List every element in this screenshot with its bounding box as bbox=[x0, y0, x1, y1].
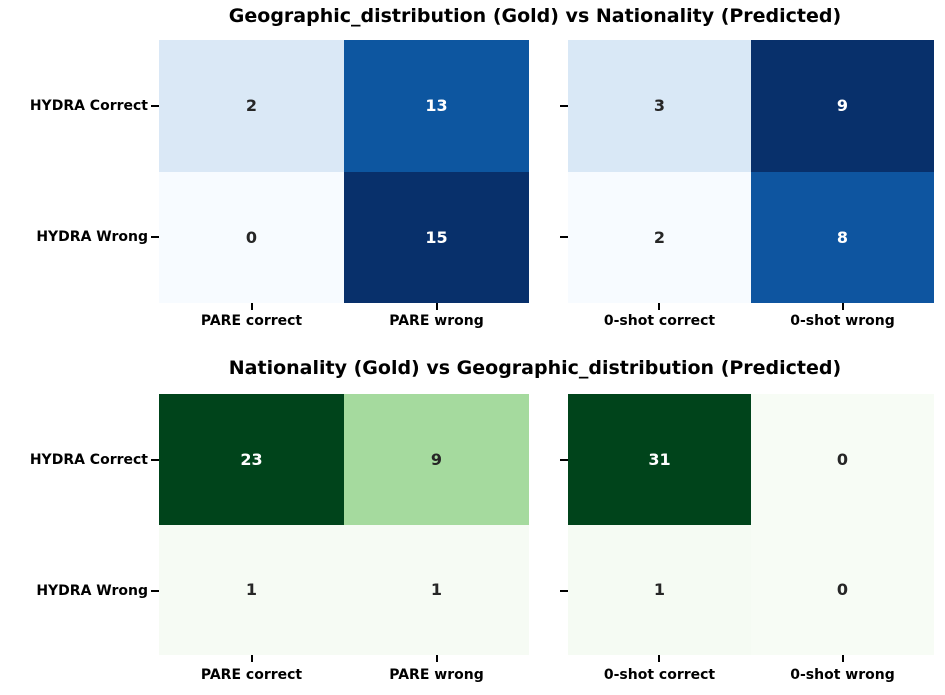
x-tick-label: PARE wrong bbox=[389, 667, 484, 683]
x-tick-label: 0-shot correct bbox=[603, 667, 716, 683]
y-tick-label: HYDRA Wrong bbox=[36, 229, 148, 245]
heatmap-cell: 9 bbox=[344, 394, 529, 525]
heatmap-cell: 2 bbox=[159, 40, 344, 172]
x-axis-tick bbox=[251, 655, 253, 662]
heatmap-cell: 2 bbox=[568, 171, 751, 303]
heatmap-bottom-left: 23 9 1 1 bbox=[159, 394, 529, 655]
heatmap-cell: 13 bbox=[344, 40, 529, 172]
x-tick-label: PARE correct bbox=[200, 313, 303, 329]
x-tick-label: PARE correct bbox=[200, 667, 303, 683]
x-axis-tick bbox=[842, 655, 844, 662]
heatmap-cell: 0 bbox=[751, 394, 934, 525]
heatmap-cell: 3 bbox=[568, 40, 751, 172]
heatmap-cell: 1 bbox=[568, 524, 751, 655]
x-tick-label: PARE wrong bbox=[389, 313, 484, 329]
chart-title-top: Geographic_distribution (Gold) vs Nation… bbox=[228, 5, 842, 27]
heatmap-cell: 1 bbox=[344, 524, 529, 655]
x-axis-tick bbox=[658, 655, 660, 662]
x-tick-label: 0-shot correct bbox=[603, 313, 716, 329]
heatmap-cell: 31 bbox=[568, 394, 751, 525]
heatmap-top-left: 2 13 0 15 bbox=[159, 40, 529, 303]
x-axis-tick bbox=[251, 303, 253, 310]
heatmap-cell: 8 bbox=[751, 171, 934, 303]
y-tick-label: HYDRA Wrong bbox=[36, 583, 148, 599]
x-tick-label: 0-shot wrong bbox=[790, 313, 895, 329]
y-axis-tick bbox=[151, 236, 159, 238]
x-axis-tick bbox=[436, 303, 438, 310]
x-axis-tick bbox=[658, 303, 660, 310]
heatmap-bottom-right: 31 0 1 0 bbox=[568, 394, 934, 655]
y-axis-tick bbox=[151, 105, 159, 107]
heatmap-cell: 23 bbox=[159, 394, 344, 525]
y-axis-tick bbox=[560, 236, 568, 238]
heatmap-cell: 15 bbox=[344, 171, 529, 303]
y-axis-tick bbox=[151, 590, 159, 592]
y-axis-tick bbox=[560, 590, 568, 592]
y-axis-tick bbox=[560, 105, 568, 107]
x-tick-label: 0-shot wrong bbox=[790, 667, 895, 683]
chart-title-bottom: Nationality (Gold) vs Geographic_distrib… bbox=[228, 357, 842, 379]
heatmap-cell: 9 bbox=[751, 40, 934, 172]
heatmap-cell: 0 bbox=[159, 171, 344, 303]
y-tick-label: HYDRA Correct bbox=[29, 452, 148, 468]
y-axis-tick bbox=[151, 459, 159, 461]
y-tick-label: HYDRA Correct bbox=[29, 98, 148, 114]
heatmap-cell: 0 bbox=[751, 524, 934, 655]
y-axis-tick bbox=[560, 459, 568, 461]
x-axis-tick bbox=[436, 655, 438, 662]
heatmap-cell: 1 bbox=[159, 524, 344, 655]
x-axis-tick bbox=[842, 303, 844, 310]
